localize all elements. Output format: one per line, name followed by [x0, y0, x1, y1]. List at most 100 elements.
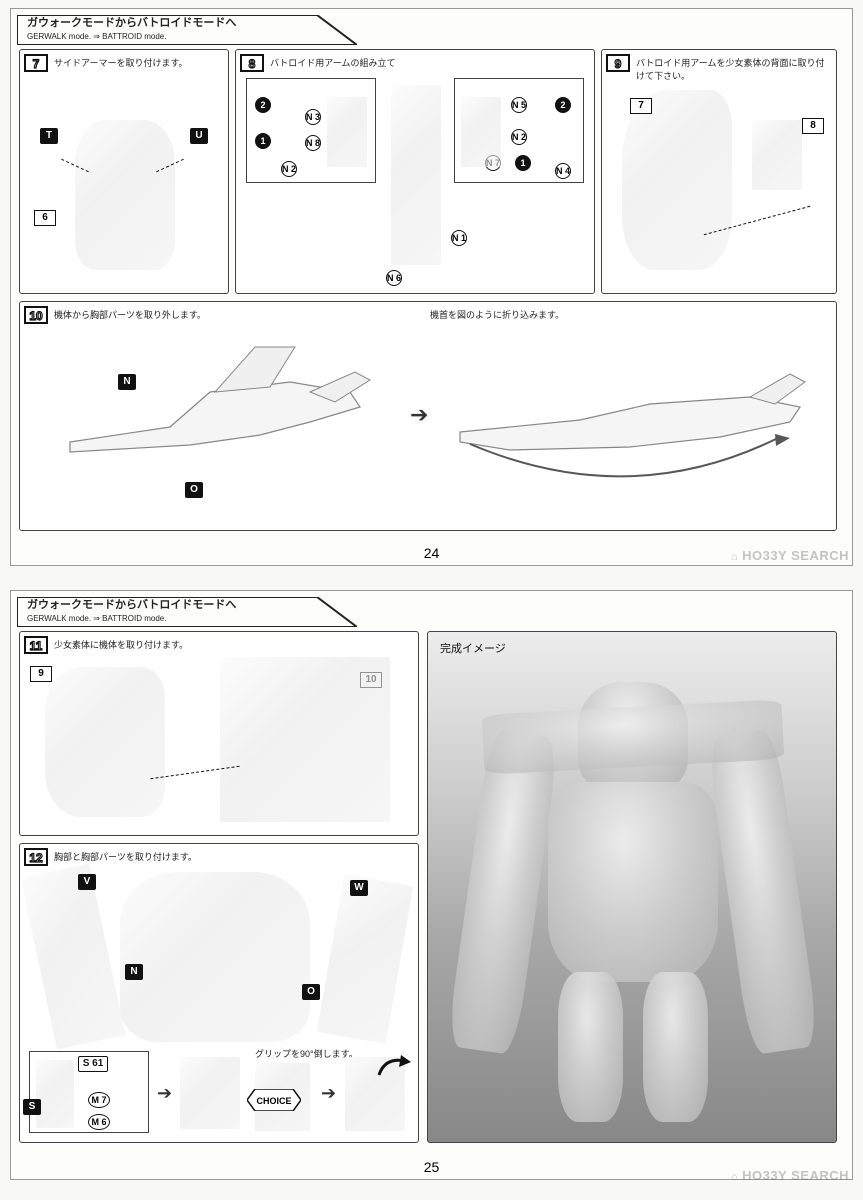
callout-8: 8 [802, 118, 824, 134]
page-24: ガウォークモードからバトロイドモードへ GERWALK mode. ⇒ BATT… [10, 8, 853, 566]
panel-step-8: 8 バトロイド用アームの組み立て N 3 N 8 N 2 2 1 N 5 N 2… [235, 49, 595, 294]
diagram-placeholder [327, 97, 367, 167]
step-number-box: 9 [606, 54, 630, 72]
render-leg-right [643, 972, 708, 1122]
arrow-right-icon: ➔ [157, 1083, 172, 1104]
label-S61: S 61 [78, 1056, 108, 1072]
step-11-caption: 少女素体に機体を取り付けます。 [54, 638, 188, 651]
page-25: ガウォークモードからバトロイドモードへ GERWALK mode. ⇒ BATT… [10, 590, 853, 1180]
arrow-right-icon: ➔ [410, 402, 428, 428]
page-number-24: 24 [11, 545, 852, 561]
render-leg-left [558, 972, 623, 1122]
diagram-placeholder [36, 1060, 74, 1128]
circ-N8: N 8 [305, 135, 321, 151]
arrow-right-icon: ➔ [321, 1083, 336, 1104]
watermark-text: HO33Y SEARCH [742, 548, 849, 563]
panel-step-10: 10 機体から胸部パーツを取り外します。 機首を図のように折り込みます。 N O… [19, 301, 837, 531]
section-header-tab: ガウォークモードからバトロイドモードへ GERWALK mode. ⇒ BATT… [17, 597, 357, 627]
grip-note: グリップを90°倒します。 [255, 1047, 358, 1060]
label-O: O [185, 482, 203, 498]
callout-6: 6 [34, 210, 56, 226]
circ-2b: 2 [555, 97, 571, 113]
panel-step-7: 7 サイドアーマーを取り付けます。 T U 6 [19, 49, 229, 294]
diagram-placeholder [461, 97, 501, 167]
callout-7: 7 [630, 98, 652, 114]
diagram-placeholder [120, 872, 310, 1042]
section-title: ガウォークモードからバトロイドモードへ GERWALK mode. ⇒ BATT… [27, 599, 236, 625]
step-10-num: 10 [29, 309, 42, 323]
diagram-placeholder [180, 1057, 240, 1129]
step-12-caption: 胸部と胸部パーツを取り付けます。 [54, 850, 197, 863]
diagram-placeholder [317, 874, 414, 1044]
section-title-jp: ガウォークモードからバトロイドモードへ [27, 17, 236, 29]
label-S: S [23, 1099, 41, 1115]
step-7-caption: サイドアーマーを取り付けます。 [54, 56, 188, 69]
circ-N3: N 3 [305, 109, 321, 125]
circ-N5: N 5 [511, 97, 527, 113]
completed-image-panel: 完成イメージ [427, 631, 837, 1143]
diagram-placeholder [391, 85, 441, 265]
sub-box-S: S 61 M 7 M 6 [29, 1051, 149, 1133]
diagram-placeholder [21, 864, 126, 1050]
section-title-en-2: GERWALK mode. ⇒ BATTROID mode. [27, 614, 166, 623]
section-header-tab: ガウォークモードからバトロイドモードへ GERWALK mode. ⇒ BATT… [17, 15, 357, 45]
circ-2: 2 [255, 97, 271, 113]
label-V: V [78, 874, 96, 890]
step-number-box: 12 [24, 848, 48, 866]
watermark-top: ⌂ HO33Y SEARCH [731, 548, 849, 563]
step-10-caption-b: 機首を図のように折り込みます。 [430, 308, 564, 321]
label-W: W [350, 880, 368, 896]
circ-N2: N 2 [281, 161, 297, 177]
circ-N6: N 6 [386, 270, 402, 286]
diagram-placeholder [220, 657, 390, 822]
section-title: ガウォークモードからバトロイドモードへ GERWALK mode. ⇒ BATT… [27, 17, 236, 43]
label-T: T [40, 128, 58, 144]
step-12-num: 12 [29, 851, 42, 865]
aircraft-right-svg [450, 342, 810, 512]
watermark-text: HO33Y SEARCH [742, 1168, 849, 1183]
choice-badge: CHOICE [247, 1089, 301, 1111]
render-torso [548, 782, 718, 982]
circ-N4: N 4 [555, 163, 571, 179]
step-11-num: 11 [30, 639, 43, 653]
render-arm-right [706, 729, 820, 1056]
watermark-bottom: ⌂ HO33Y SEARCH [731, 1168, 849, 1183]
step-number-box: 7 [24, 54, 48, 72]
panel-step-11: 11 少女素体に機体を取り付けます。 9 10 [19, 631, 419, 836]
label-U: U [190, 128, 208, 144]
aircraft-left-svg [60, 332, 380, 512]
step-12-lower-row: S 61 M 7 M 6 S ➔ グリップを90°倒します。 CHOICE ➔ [25, 1049, 413, 1137]
sub-assembly-box-left: N 3 N 8 N 2 2 1 [246, 78, 376, 183]
callout-9: 9 [30, 666, 52, 682]
step-9-caption: バトロイド用アームを少女素体の背面に取り付けて下さい。 [636, 56, 826, 82]
circ-1: 1 [255, 133, 271, 149]
label-N2: N [125, 964, 143, 980]
diagram-placeholder [75, 120, 175, 270]
step-number-box: 8 [240, 54, 264, 72]
step-9-num: 9 [615, 57, 622, 71]
circ-N2b: N 2 [511, 129, 527, 145]
circ-N1: N 1 [451, 230, 467, 246]
step-8-caption: バトロイド用アームの組み立て [270, 56, 395, 69]
circ-1b: 1 [515, 155, 531, 171]
house-icon: ⌂ [731, 1171, 738, 1183]
completed-label: 完成イメージ [440, 640, 506, 656]
section-title-jp-2: ガウォークモードからバトロイドモードへ [27, 599, 236, 611]
label-O2: O [302, 984, 320, 1000]
choice-text: CHOICE [256, 1096, 291, 1106]
step-number-box: 11 [24, 636, 48, 654]
page-number-25: 25 [11, 1159, 852, 1175]
step-number-box: 10 [24, 306, 48, 324]
step-8-num: 8 [249, 57, 256, 71]
diagram-placeholder [752, 120, 802, 190]
circ-M7: M 7 [88, 1092, 110, 1108]
step-7-num: 7 [33, 57, 40, 71]
panel-step-12: 12 胸部と胸部パーツを取り付けます。 V W N O S 61 M 7 M 6… [19, 843, 419, 1143]
render-arm-left [446, 729, 560, 1056]
section-title-en: GERWALK mode. ⇒ BATTROID mode. [27, 32, 166, 41]
rotate-arrow-icon [375, 1055, 411, 1081]
label-N: N [118, 374, 136, 390]
sub-assembly-box-right: N 5 N 2 N 7 N 4 1 2 [454, 78, 584, 183]
house-icon: ⌂ [731, 551, 738, 563]
step-10-caption-a: 機体から胸部パーツを取り外します。 [54, 308, 206, 321]
